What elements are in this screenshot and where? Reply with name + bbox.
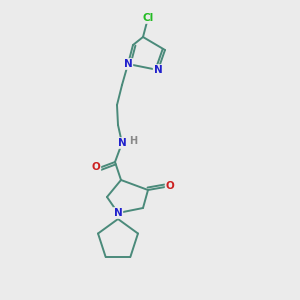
Text: N: N (154, 65, 162, 75)
Text: N: N (124, 59, 132, 69)
Text: O: O (166, 181, 174, 191)
Text: N: N (114, 208, 122, 218)
Text: N: N (118, 138, 126, 148)
Text: H: H (129, 136, 137, 146)
Text: Cl: Cl (142, 13, 154, 23)
Text: O: O (92, 162, 100, 172)
